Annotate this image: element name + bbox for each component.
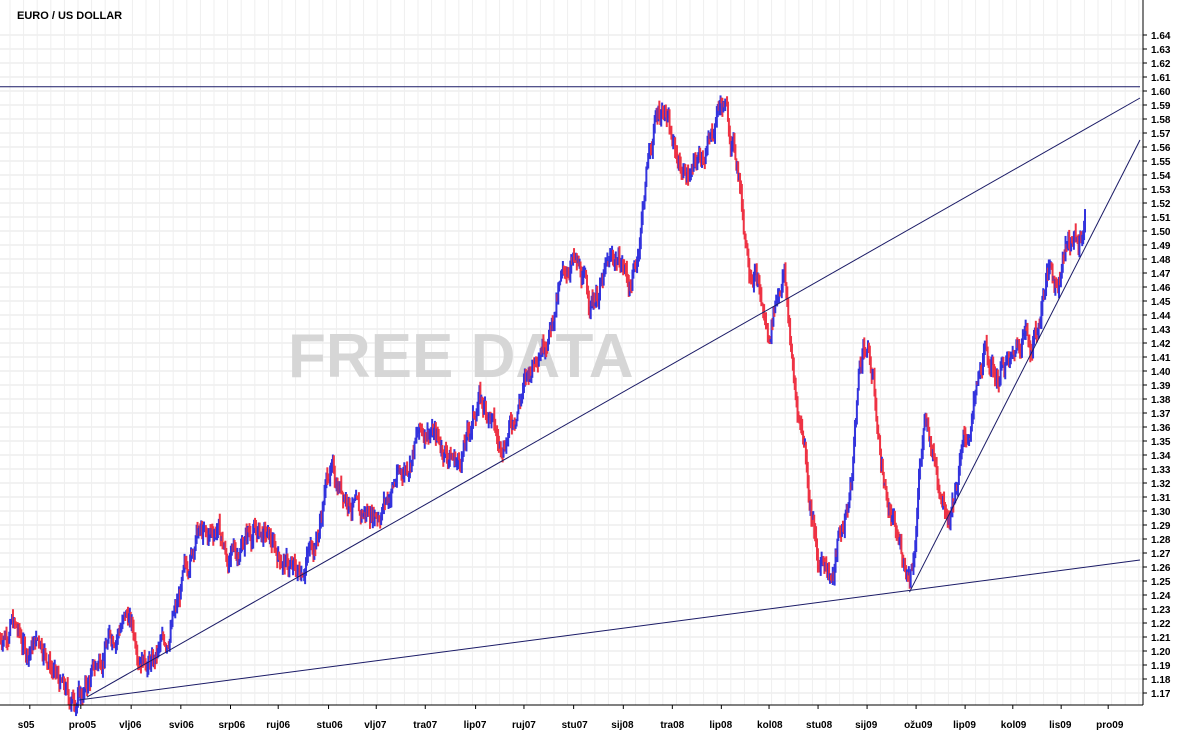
- y-tick-label: 1.33: [1151, 465, 1171, 476]
- y-tick-label: 1.22: [1151, 619, 1171, 630]
- y-tick-label: 1.56: [1151, 143, 1171, 154]
- x-tick-label: tra08: [660, 720, 684, 731]
- y-tick-label: 1.60: [1151, 87, 1171, 98]
- y-tick-label: 1.31: [1151, 493, 1171, 504]
- y-tick-label: 1.53: [1151, 185, 1171, 196]
- y-tick-label: 1.17: [1151, 689, 1171, 700]
- x-tick-label: lip08: [709, 720, 732, 731]
- candle-series: [0, 95, 1086, 717]
- y-tick-label: 1.38: [1151, 395, 1171, 406]
- x-tick-label: ruj06: [266, 720, 290, 731]
- y-tick-label: 1.20: [1151, 647, 1171, 658]
- y-tick-label: 1.57: [1151, 129, 1171, 140]
- y-tick-label: 1.25: [1151, 577, 1171, 588]
- y-tick-label: 1.54: [1151, 171, 1171, 182]
- y-tick-label: 1.24: [1151, 591, 1171, 602]
- y-tick-label: 1.19: [1151, 661, 1171, 672]
- x-tick-label: ruj07: [512, 720, 536, 731]
- y-tick-label: 1.26: [1151, 563, 1171, 574]
- y-tick-label: 1.64: [1151, 31, 1171, 42]
- y-tick-label: 1.49: [1151, 241, 1171, 252]
- x-axis-labels: s05 pro05 vlj06 svi06 srp06 ruj06 stu06 vlj07 tr…: [0, 704, 1143, 731]
- x-tick-label: vlj06: [119, 720, 142, 731]
- y-tick-label: 1.41: [1151, 353, 1171, 364]
- y-tick-label: 1.51: [1151, 213, 1171, 224]
- y-tick-label: 1.28: [1151, 535, 1171, 546]
- x-tick-label: kol08: [757, 720, 783, 731]
- x-tick-label: stu06: [317, 720, 344, 731]
- y-tick-label: 1.47: [1151, 269, 1171, 280]
- y-tick-label: 1.32: [1151, 479, 1171, 490]
- y-tick-label: 1.40: [1151, 367, 1171, 378]
- x-tick-label: lip07: [464, 720, 487, 731]
- y-tick-label: 1.48: [1151, 255, 1171, 266]
- y-tick-label: 1.44: [1151, 311, 1171, 322]
- y-tick-label: 1.23: [1151, 605, 1171, 616]
- x-tick-label: pro09: [1096, 720, 1124, 731]
- chart-title: EURO / US DOLLAR: [17, 10, 122, 22]
- x-tick-label: tra07: [413, 720, 437, 731]
- y-tick-label: 1.62: [1151, 59, 1171, 70]
- y-tick-label: 1.43: [1151, 325, 1171, 336]
- x-tick-label: vlj07: [364, 720, 387, 731]
- y-tick-label: 1.63: [1151, 45, 1171, 56]
- y-tick-label: 1.34: [1151, 451, 1171, 462]
- y-axis-labels: 1.17 1.18 1.19 1.20 1.21 1.22 1.23 1.24 1.25 1.26…: [1142, 0, 1171, 705]
- y-tick-label: 1.59: [1151, 101, 1171, 112]
- y-tick-label: 1.50: [1151, 227, 1171, 238]
- x-tick-label: ožu09: [904, 720, 933, 731]
- chart-grid: [0, 0, 1143, 705]
- x-tick-label: svi06: [169, 720, 194, 731]
- y-tick-label: 1.30: [1151, 507, 1171, 518]
- y-tick-label: 1.39: [1151, 381, 1171, 392]
- x-tick-label: lip09: [953, 720, 976, 731]
- x-tick-label: srp06: [219, 720, 246, 731]
- trendline-1: [78, 559, 1141, 701]
- x-tick-label: lis09: [1049, 720, 1072, 731]
- y-tick-label: 1.42: [1151, 339, 1171, 350]
- y-tick-label: 1.45: [1151, 297, 1171, 308]
- y-tick-label: 1.18: [1151, 675, 1171, 686]
- y-tick-label: 1.35: [1151, 437, 1171, 448]
- x-tick-label: sij08: [611, 720, 634, 731]
- y-tick-label: 1.52: [1151, 199, 1171, 210]
- x-tick-label: stu08: [806, 720, 833, 731]
- y-tick-label: 1.55: [1151, 157, 1171, 168]
- x-tick-label: pro05: [69, 720, 97, 731]
- x-tick-label: stu07: [562, 720, 589, 731]
- trendlines: [0, 86, 1141, 701]
- y-tick-label: 1.29: [1151, 521, 1171, 532]
- y-tick-label: 1.46: [1151, 283, 1171, 294]
- y-tick-label: 1.21: [1151, 633, 1171, 644]
- watermark: FREE DATA: [288, 322, 634, 391]
- y-tick-label: 1.61: [1151, 73, 1171, 84]
- y-tick-label: 1.58: [1151, 115, 1171, 126]
- x-tick-label: s05: [18, 720, 35, 731]
- trendline-2: [86, 97, 1141, 698]
- y-tick-label: 1.27: [1151, 549, 1171, 560]
- x-tick-label: sij09: [855, 720, 878, 731]
- x-tick-label: kol09: [1001, 720, 1027, 731]
- trendline-3: [909, 139, 1141, 593]
- y-tick-label: 1.36: [1151, 423, 1171, 434]
- y-tick-label: 1.37: [1151, 409, 1171, 420]
